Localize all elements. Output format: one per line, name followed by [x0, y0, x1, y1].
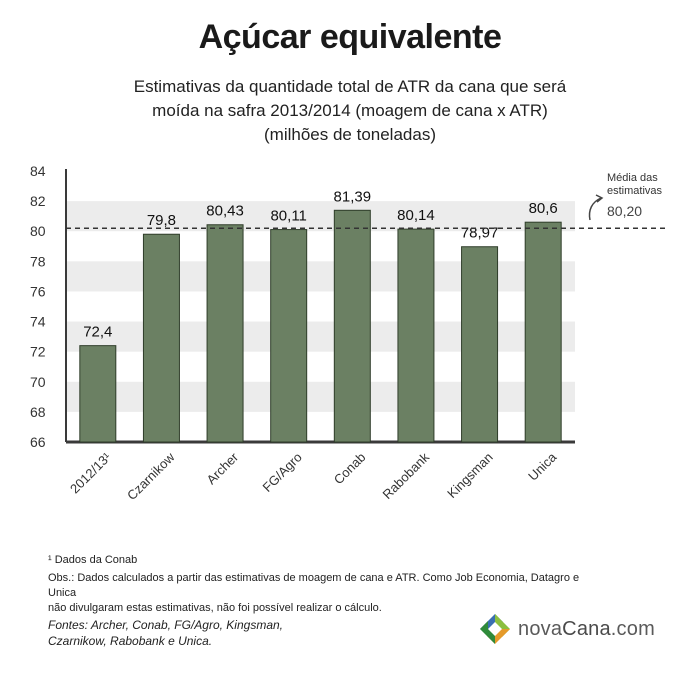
bar-chart: 66 68 70 72 74 76 78 80 82 84 72,4 2012/13¹ 79,8 Czar… — [30, 163, 668, 503]
footnote: ¹ Dados da Conab — [48, 554, 138, 566]
y-tick-label: 74 — [30, 314, 46, 330]
subtitle-line: (milhões de toneladas) — [264, 125, 436, 144]
average-label: Média das estimativas — [607, 172, 662, 198]
grid-band — [66, 261, 575, 292]
logo-text-part: Cana — [562, 617, 611, 640]
logo-text-part: nova — [518, 617, 563, 640]
bar-value-label: 78,97 — [461, 225, 499, 242]
x-tick-label: Conab — [331, 450, 369, 488]
bar-value-label: 80,11 — [270, 208, 306, 225]
bar — [79, 345, 117, 443]
x-tick-label: 2012/13¹ — [67, 449, 114, 496]
chart-title: Açúcar equivalente — [198, 18, 502, 56]
bar — [206, 224, 244, 443]
observation-line: Obs.: Dados calculados a partir das esti… — [48, 572, 580, 599]
logo-text-part: .com — [610, 617, 655, 640]
average-label-line: Média das — [607, 172, 658, 184]
observation-note: Obs.: Dados calculados a partir das esti… — [48, 571, 608, 616]
bar — [397, 228, 435, 443]
x-tick-label: FG/Agro — [259, 450, 304, 495]
bar-value-label: 81,39 — [334, 188, 372, 205]
subtitle-line: Estimativas da quantidade total de ATR d… — [133, 77, 567, 96]
y-tick-label: 70 — [30, 374, 46, 390]
subtitle-line: moída na safra 2013/2014 (moagem de cana… — [152, 101, 548, 120]
sources-note: Fontes: Archer, Conab, FG/Agro, Kingsman… — [48, 617, 348, 649]
bar-value-label: 80,43 — [206, 203, 244, 220]
y-tick-label: 78 — [30, 253, 46, 269]
chart-subtitle: Estimativas da quantidade total de ATR d… — [60, 75, 640, 147]
y-tick-label: 84 — [30, 163, 46, 179]
logo-mark-icon — [480, 614, 510, 644]
x-tick-label: Unica — [525, 449, 560, 484]
y-tick-label: 68 — [30, 404, 46, 420]
bar — [524, 221, 562, 443]
grid-band — [66, 201, 575, 232]
y-tick-label: 66 — [30, 434, 46, 450]
x-tick-label: Kingsman — [444, 450, 495, 501]
bar — [270, 229, 308, 443]
average-label-line: estimativas — [607, 185, 663, 197]
sources-line: Czarnikow, Rabobank e Unica. — [48, 634, 213, 648]
grid-band — [66, 321, 575, 352]
y-tick-label: 72 — [30, 344, 46, 360]
grid-band — [66, 381, 575, 412]
x-tick-label: Archer — [203, 449, 241, 487]
bar — [461, 246, 499, 443]
novacana-logo[interactable]: novaCana.com — [478, 612, 655, 646]
bar-value-label: 72,4 — [83, 324, 112, 341]
y-tick-label: 80 — [30, 223, 46, 239]
y-tick-label: 76 — [30, 283, 46, 299]
sources-line: Fontes: Archer, Conab, FG/Agro, Kingsman… — [48, 618, 283, 632]
observation-line: não divulgaram estas estimativas, não fo… — [48, 602, 382, 614]
y-tick-label: 82 — [30, 193, 46, 209]
bar-value-label: 80,6 — [529, 200, 558, 217]
average-value: 80,20 — [607, 203, 643, 219]
bar — [142, 233, 180, 443]
logo-text: novaCana.com — [518, 618, 655, 641]
x-tick-label: Czarnikow — [124, 449, 178, 503]
bar — [333, 209, 371, 443]
bar-value-label: 79,8 — [147, 212, 176, 229]
curved-arrow-icon — [588, 194, 604, 221]
x-tick-label: Rabobank — [380, 449, 433, 502]
bar-value-label: 80,14 — [397, 207, 435, 224]
